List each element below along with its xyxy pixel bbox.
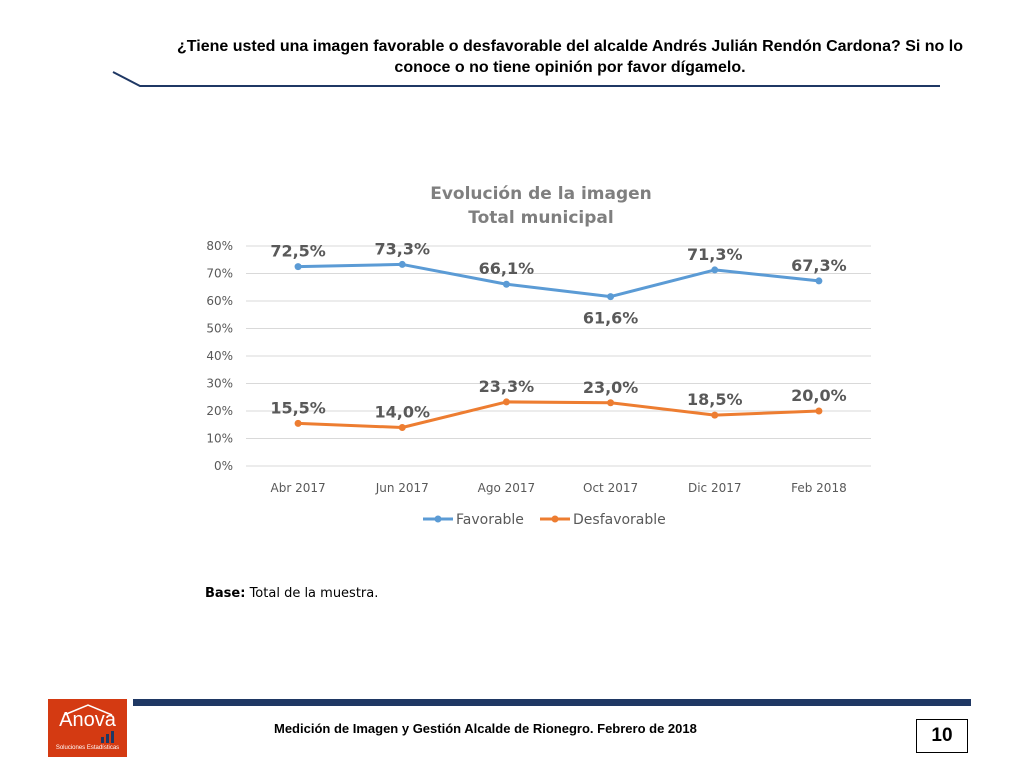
base-note: Base: Total de la muestra. xyxy=(205,586,378,601)
y-tick-label: 40% xyxy=(206,349,233,363)
footer-bar xyxy=(133,699,971,706)
data-labels: 72,5% 73,3% 66,1% 61,6% 71,3% 67,3% 15,5% 14,0%… xyxy=(270,239,846,421)
data-point-desfavorable xyxy=(607,399,615,407)
y-tick-label: 10% xyxy=(206,432,233,446)
y-tick-label: 0% xyxy=(214,459,233,473)
data-label-favorable: 66,1% xyxy=(479,259,535,278)
y-tick-label: 70% xyxy=(206,267,233,281)
data-label-desfavorable: 15,5% xyxy=(270,398,326,417)
y-tick-label: 30% xyxy=(206,377,233,391)
data-label-favorable: 71,3% xyxy=(687,245,743,264)
data-point-desfavorable xyxy=(711,411,719,419)
x-tick-label: Ago 2017 xyxy=(478,481,536,495)
legend-label: Desfavorable xyxy=(573,512,666,528)
data-label-favorable: 67,3% xyxy=(791,256,847,275)
data-point-favorable xyxy=(607,293,615,301)
data-point-favorable xyxy=(815,277,823,285)
data-point-desfavorable xyxy=(294,419,302,427)
y-tick-label: 60% xyxy=(206,294,233,308)
x-tick-label: Abr 2017 xyxy=(271,481,326,495)
y-axis-ticks: 0% 10% 20% 30% 40% 50% 60% 70% 80% xyxy=(206,239,233,473)
data-point-favorable xyxy=(502,280,510,288)
chart-title: Evolución de la imagen xyxy=(430,184,652,204)
data-label-desfavorable: 20,0% xyxy=(791,386,847,405)
data-label-desfavorable: 23,0% xyxy=(583,378,639,397)
chart-subtitle: Total municipal xyxy=(468,208,613,228)
data-label-favorable: 61,6% xyxy=(583,309,639,328)
y-tick-label: 80% xyxy=(206,239,233,253)
x-tick-label: Feb 2018 xyxy=(791,481,847,495)
data-point-favorable xyxy=(711,266,719,274)
x-tick-label: Jun 2017 xyxy=(375,481,429,495)
data-label-desfavorable: 18,5% xyxy=(687,390,743,409)
footer-text: Medición de Imagen y Gestión Alcalde de … xyxy=(274,721,697,736)
legend-item-desfavorable: Desfavorable xyxy=(540,512,666,528)
anova-logo: Anova Soluciones Estadísticas xyxy=(48,699,127,757)
series-lines xyxy=(294,260,823,431)
data-point-favorable xyxy=(398,260,406,268)
legend: Favorable Desfavorable xyxy=(423,512,666,528)
series-line-favorable xyxy=(298,262,820,299)
x-tick-label: Dic 2017 xyxy=(688,481,742,495)
logo-name: Anova xyxy=(59,709,116,731)
base-text: Total de la muestra. xyxy=(245,586,379,601)
logo-tagline: Soluciones Estadísticas xyxy=(55,745,120,751)
data-label-desfavorable: 23,3% xyxy=(479,377,535,396)
logo-roof-icon xyxy=(63,704,113,716)
legend-marker xyxy=(434,515,442,523)
legend-label: Favorable xyxy=(456,512,524,528)
x-axis-ticks: Abr 2017 Jun 2017 Ago 2017 Oct 2017 Dic 2017… xyxy=(271,481,847,495)
data-point-desfavorable xyxy=(502,398,510,406)
question-title: ¿Tiene usted una imagen favorable o desf… xyxy=(177,38,963,76)
x-tick-label: Oct 2017 xyxy=(583,481,638,495)
legend-item-favorable: Favorable xyxy=(423,512,524,528)
series-line-desfavorable xyxy=(298,400,819,429)
logo-bars-icon xyxy=(101,731,114,743)
y-tick-label: 50% xyxy=(206,322,233,336)
page-number: 10 xyxy=(916,719,968,753)
data-label-favorable: 72,5% xyxy=(270,242,326,261)
gridlines xyxy=(246,245,871,467)
data-point-desfavorable xyxy=(398,424,406,431)
data-label-desfavorable: 14,0% xyxy=(374,403,430,422)
base-label: Base: xyxy=(205,586,246,601)
data-label-favorable: 73,3% xyxy=(374,239,430,258)
y-tick-label: 20% xyxy=(206,404,233,418)
legend-marker xyxy=(551,515,559,523)
data-point-favorable xyxy=(294,263,302,271)
data-point-desfavorable xyxy=(815,407,823,415)
